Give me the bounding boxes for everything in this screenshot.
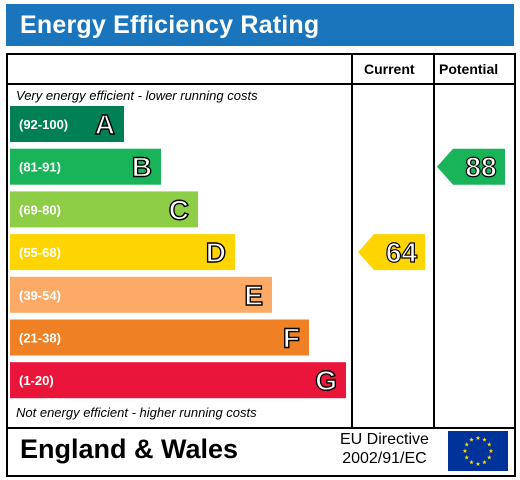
band-bar-b [10, 148, 161, 185]
current-rating-value: 64 [386, 237, 418, 268]
note-efficient: Very energy efficient - lower running co… [16, 88, 258, 103]
column-header-potential: Potential [439, 61, 499, 77]
eu-flag-icon [448, 431, 508, 471]
rating-table: Current Potential Very energy efficient … [6, 53, 516, 429]
header-rule-left [8, 83, 351, 85]
directive-line-1: EU Directive [340, 431, 429, 448]
star-icon [469, 437, 474, 442]
star-icon [488, 448, 494, 453]
band-range-b: (81-91) [19, 160, 61, 175]
band-a: (92-100) A [10, 106, 124, 142]
band-letter-b: B [132, 152, 152, 183]
star-icon [475, 461, 481, 466]
page-title: Energy Efficiency Rating [20, 11, 320, 39]
current-rating-arrow [358, 234, 425, 271]
band-f: (21-38) F [10, 319, 309, 356]
star-icon [464, 455, 470, 460]
star-icon [475, 435, 481, 440]
markers-layer: 64 88 [358, 148, 505, 271]
band-letter-f: F [283, 323, 300, 354]
footer-region: England & Wales [20, 434, 239, 464]
footer: England & Wales EU Directive 2002/91/EC [6, 425, 516, 477]
star-icon [486, 442, 492, 447]
star-icon [486, 455, 492, 460]
band-bar-f [10, 319, 309, 356]
star-icon [469, 459, 474, 465]
directive-line-2: 2002/91/EC [342, 450, 427, 467]
band-bar-a [10, 106, 124, 142]
star-icon [482, 459, 487, 465]
band-letter-d: D [206, 237, 226, 268]
band-b: (81-91) B [10, 148, 161, 185]
band-c: (69-80) C [10, 191, 198, 228]
band-g: (1-20) G [10, 362, 346, 399]
bands-layer: (92-100) A (81-91) B (69-80) C (55-68) D (39-54)… [10, 106, 346, 399]
current-rating: 64 [358, 234, 425, 271]
band-bar-c [10, 191, 198, 228]
header-rule [351, 83, 514, 85]
note-inefficient: Not energy efficient - higher running co… [16, 405, 257, 420]
band-letter-g: G [315, 365, 337, 396]
band-range-c: (69-80) [19, 202, 61, 217]
potential-rating-value: 88 [465, 152, 496, 183]
band-range-e: (39-54) [19, 288, 61, 303]
band-d: (55-68) D [10, 234, 235, 271]
potential-rating: 88 [437, 148, 505, 185]
star-icon [462, 448, 468, 453]
band-letter-c: C [169, 194, 189, 225]
band-e: (39-54) E [10, 276, 272, 313]
band-bar-e [10, 276, 272, 313]
band-bar-d [10, 234, 235, 271]
column-header-current: Current [364, 61, 415, 77]
band-letter-a: A [95, 109, 115, 140]
title-bar: Energy Efficiency Rating [6, 4, 514, 46]
band-range-d: (55-68) [19, 245, 61, 260]
band-bar-g [10, 362, 346, 399]
star-icon [482, 437, 487, 442]
band-range-f: (21-38) [19, 331, 61, 346]
star-icon [464, 442, 470, 447]
band-letter-e: E [244, 280, 263, 311]
divider-current [351, 55, 353, 427]
potential-rating-arrow [437, 148, 505, 185]
footer-directive: EU Directive 2002/91/EC [340, 430, 429, 468]
band-range-a: (92-100) [19, 117, 68, 132]
divider-potential [433, 55, 435, 427]
band-range-g: (1-20) [19, 373, 54, 388]
